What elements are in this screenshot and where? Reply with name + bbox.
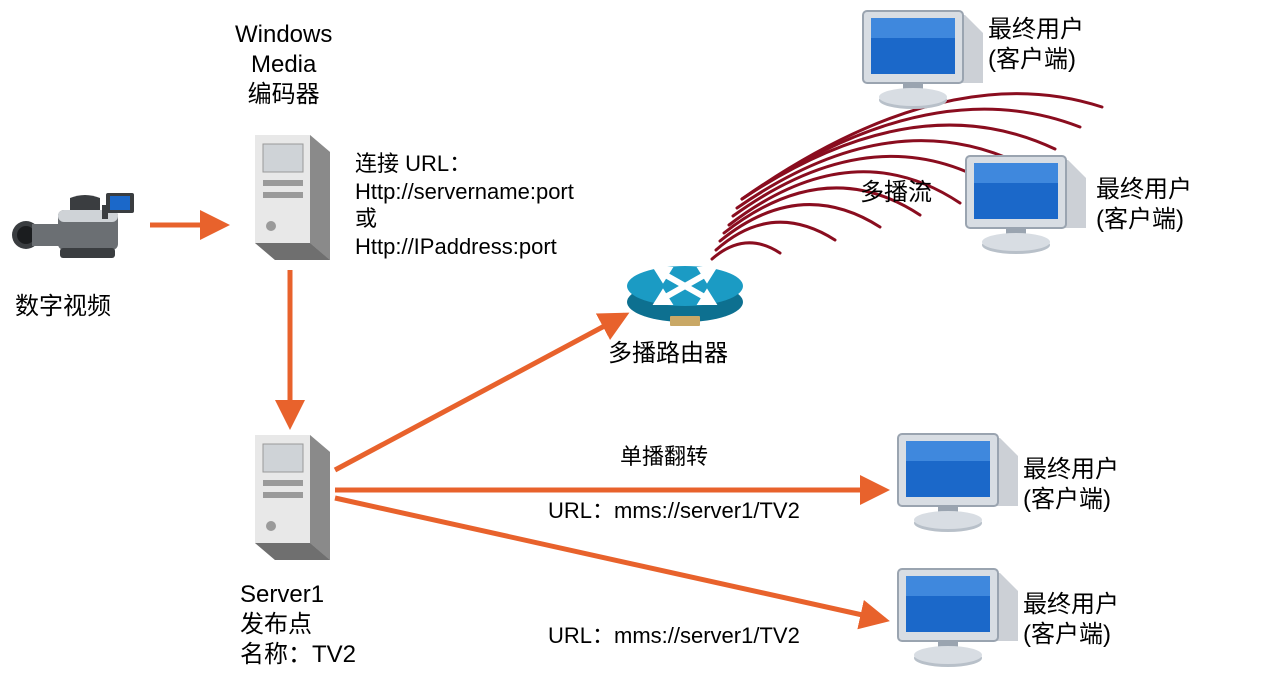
url2-label: URL：mms://server1/TV2 xyxy=(548,622,800,650)
camera-label: 数字视频 xyxy=(15,292,111,322)
camera-icon xyxy=(10,190,150,260)
client1-icon xyxy=(855,5,985,115)
encoder-side-text: 连接 URL： Http://servername:port 或 Http://… xyxy=(355,150,574,260)
client4-label: 最终用户 (客户端) xyxy=(1023,590,1119,650)
encoder-title: Windows Media 编码器 xyxy=(235,20,332,110)
router-label: 多播路由器 xyxy=(608,339,728,369)
router-icon xyxy=(620,258,750,328)
multicast-stream-label: 多播流 xyxy=(860,178,932,208)
url1-label: URL：mms://server1/TV2 xyxy=(548,497,800,525)
multicast-wave-0 xyxy=(712,243,780,259)
client1-label: 最终用户 (客户端) xyxy=(988,15,1084,75)
client3-label: 最终用户 (客户端) xyxy=(1023,455,1119,515)
encoder-server-icon xyxy=(235,130,330,270)
edge-server1-router xyxy=(335,315,625,470)
server1-icon xyxy=(235,430,330,570)
multicast-wave-1 xyxy=(716,222,835,250)
client2-label: 最终用户 (客户端) xyxy=(1096,175,1192,235)
unicast-label: 单播翻转 xyxy=(620,443,708,471)
server1-label: Server1 发布点 名称：TV2 xyxy=(240,580,356,670)
client2-icon xyxy=(958,150,1088,260)
client3-icon xyxy=(890,428,1020,538)
multicast-wave-2 xyxy=(720,205,880,241)
client4-icon xyxy=(890,563,1020,673)
